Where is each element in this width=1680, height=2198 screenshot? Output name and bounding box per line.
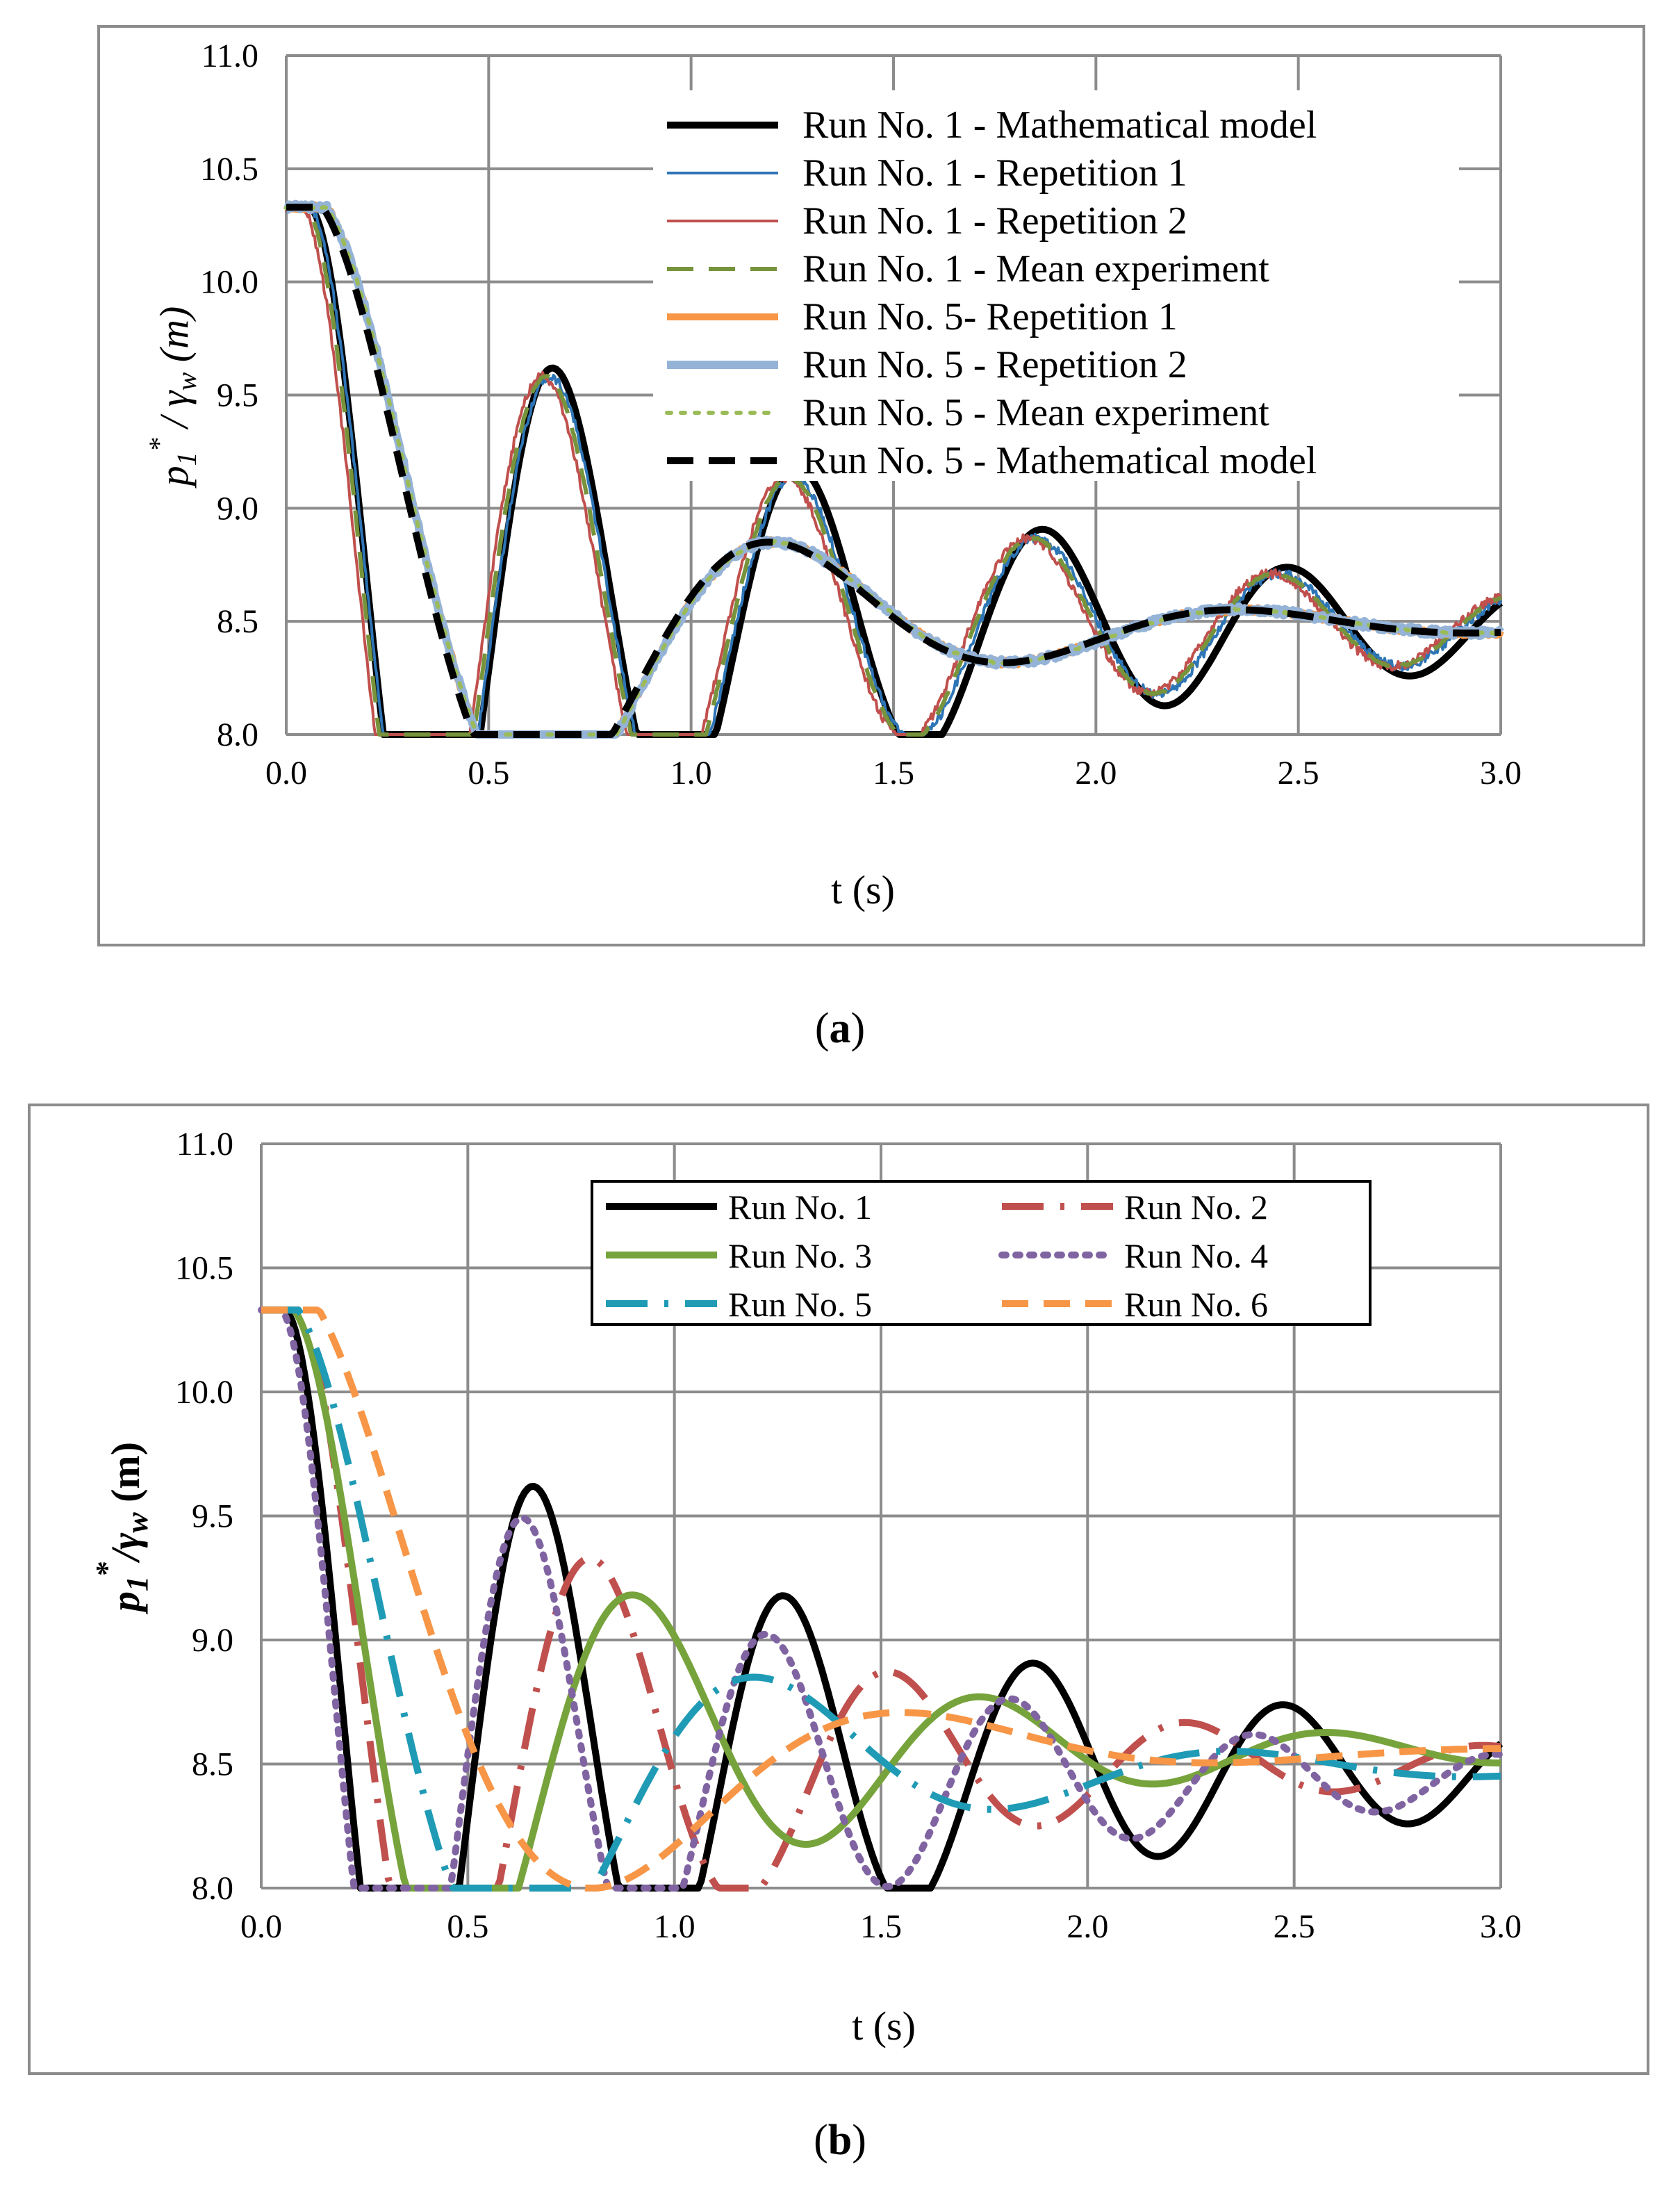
y-tick-label: 8.0	[192, 1870, 233, 1907]
series-line-4	[258, 1306, 1504, 1892]
x-tick-label: 1.5	[860, 1908, 902, 1945]
panel-b-x-axis-label: t (s)	[852, 2003, 916, 2049]
y-tick-label: 8.5	[217, 603, 258, 640]
y-tick-label: 10.5	[200, 151, 258, 188]
y-tick-label: 9.0	[217, 490, 258, 527]
y-tick-label: 10.0	[200, 264, 258, 301]
x-tick-label: 1.0	[670, 755, 712, 792]
y-tick-label: 8.0	[217, 716, 258, 753]
x-tick-label: 0.5	[447, 1908, 488, 1945]
panel-a: 0.0 0.5 1.0 1.5 2.0 2.5 3.0 8.0 8.5 9.0 9.5 10.0 10…	[97, 25, 1645, 946]
legend-label: Run No. 4	[1124, 1236, 1268, 1275]
x-tick-label: 1.0	[654, 1908, 695, 1945]
y-tick-label: 10.0	[175, 1374, 233, 1411]
legend-label: Run No. 1 - Repetition 1	[802, 151, 1187, 195]
panel-a-y-axis-label: p1* / γw (m)	[143, 306, 202, 489]
panel-b-caption: (b)	[814, 2117, 866, 2164]
legend-label: Run No. 1 - Mathematical model	[802, 104, 1317, 147]
y-tick-label: 9.5	[192, 1498, 233, 1535]
y-tick-label: 8.5	[192, 1746, 233, 1783]
x-tick-label: 0.5	[468, 755, 509, 792]
x-tick-label: 2.5	[1274, 1908, 1315, 1945]
panel-a-caption: (a)	[815, 1005, 865, 1052]
legend-background	[653, 90, 1459, 481]
series-line-8	[286, 204, 1501, 738]
legend-label: Run No. 5 - Repetition 2	[802, 343, 1187, 386]
x-tick-label: 2.5	[1278, 755, 1319, 792]
y-tick-label: 11.0	[201, 38, 258, 74]
panel-b: 0.0 0.5 1.0 1.5 2.0 2.5 3.0 8.0 8.5 9.0 9.5 10.0 10…	[28, 1104, 1649, 2075]
y-tick-label: 11.0	[176, 1126, 233, 1163]
x-tick-label: 3.0	[1480, 755, 1522, 792]
svg-text:p1* / γw (m): p1* / γw (m)	[143, 306, 202, 489]
x-tick-label: 0.0	[240, 1908, 282, 1945]
legend-label: Run No. 1 - Repetition 2	[802, 199, 1187, 243]
legend-label: Run No. 5 - Mathematical model	[802, 439, 1317, 482]
x-tick-label: 0.0	[265, 755, 307, 792]
y-tick-label: 9.0	[192, 1622, 233, 1659]
series-line-5	[261, 1306, 1501, 1892]
panel-b-legend: Run No. 1 Run No. 2 Run No. 3 Run No. 4 Run …	[591, 1180, 1372, 1326]
panel-b-y-ticks: 8.0 8.5 9.0 9.5 10.0 10.5 11.0	[175, 1126, 233, 1907]
panel-a-frame	[97, 25, 1645, 946]
x-tick-label: 1.5	[873, 755, 914, 792]
series-line-1	[261, 1306, 1504, 1892]
panel-b-series	[258, 1306, 1504, 1892]
legend-frame	[591, 1180, 1372, 1326]
legend-label: Run No. 5 - Mean experiment	[802, 391, 1269, 434]
legend-label: Run No. 3	[728, 1236, 872, 1275]
legend-label: Run No. 5- Repetition 1	[802, 295, 1178, 338]
panel-b-frame	[28, 1104, 1649, 2075]
y-tick-label: 10.5	[175, 1250, 233, 1287]
panel-a-x-axis-label: t (s)	[831, 867, 895, 912]
series-line-6	[261, 1306, 1501, 1892]
legend-label: Run No. 6	[1124, 1285, 1268, 1324]
x-tick-label: 2.0	[1067, 1908, 1108, 1945]
x-tick-label: 2.0	[1075, 755, 1117, 792]
svg-text:p1*/γw (m): p1*/γw (m)	[90, 1442, 154, 1615]
x-tick-label: 3.0	[1480, 1908, 1522, 1945]
legend-label: Run No. 2	[1124, 1188, 1268, 1227]
y-tick-label: 9.5	[217, 377, 258, 414]
panel-a-series	[283, 199, 1504, 739]
legend-label: Run No. 5	[728, 1285, 872, 1324]
legend-label: Run No. 1 - Mean experiment	[802, 247, 1269, 290]
legend-label: Run No. 1	[728, 1188, 872, 1227]
panel-b-x-ticks: 0.0 0.5 1.0 1.5 2.0 2.5 3.0	[240, 1908, 1522, 1945]
series-line-4	[284, 204, 1503, 737]
panel-a-x-ticks: 0.0 0.5 1.0 1.5 2.0 2.5 3.0	[265, 755, 1522, 792]
panel-b-y-axis-label: p1*/γw (m)	[90, 1442, 154, 1615]
panel-a-y-ticks: 8.0 8.5 9.0 9.5 10.0 10.5 11.0	[200, 38, 258, 753]
